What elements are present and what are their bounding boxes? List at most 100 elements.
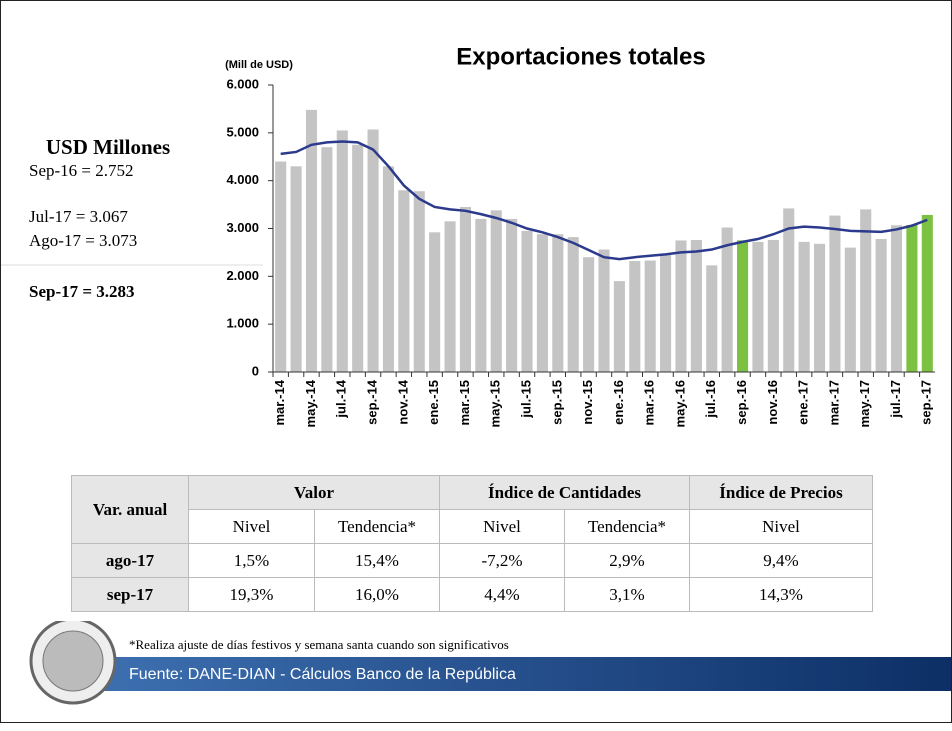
y-tick-label: 6.000 <box>226 76 259 91</box>
x-tick-label: may.-17 <box>857 380 872 427</box>
footer: *Realiza ajuste de días festivos y seman… <box>29 621 951 705</box>
cell: 19,3% <box>188 577 315 612</box>
bar <box>444 221 456 372</box>
footnote: *Realiza ajuste de días festivos y seman… <box>129 637 509 652</box>
sidebar-line: Ago-17 = 3.073 <box>29 231 137 250</box>
x-tick-label: may.-15 <box>488 380 503 427</box>
source: Fuente: DANE-DIAN - Cálculos Banco de la… <box>129 666 516 683</box>
bar <box>752 241 764 372</box>
x-tick-label: mar.-14 <box>272 379 287 425</box>
sidebar-line: Sep-17 = 3.283 <box>29 282 135 301</box>
bar <box>829 215 841 372</box>
group-header: Índice de Precios <box>689 475 873 510</box>
x-tick-label: ene.-15 <box>426 380 441 425</box>
sidebar-line: Jul-17 = 3.067 <box>29 207 128 226</box>
logo-inner <box>42 630 104 692</box>
x-tick-label: mar.-15 <box>457 380 472 426</box>
subheader: Nivel <box>439 509 565 544</box>
bar <box>906 225 918 372</box>
chart-title: Exportaciones totales <box>456 43 705 70</box>
subheader: Tendencia* <box>564 509 690 544</box>
bar <box>875 239 887 372</box>
row-header: sep-17 <box>71 577 189 612</box>
bar <box>767 239 779 372</box>
bar <box>490 210 502 372</box>
bar <box>367 129 379 372</box>
x-tick-label: nov.-14 <box>395 379 410 424</box>
y-tick-label: 4.000 <box>226 172 259 187</box>
bar <box>583 257 595 372</box>
subheader: Tendencia* <box>314 509 440 544</box>
bar <box>336 130 348 372</box>
x-tick-label: nov.-16 <box>765 380 780 425</box>
bar <box>305 109 318 372</box>
bar <box>552 234 564 372</box>
y-tick-label: 0 <box>252 363 259 378</box>
bar <box>798 241 810 372</box>
sidebar-line: Sep-16 = 2.752 <box>29 161 134 180</box>
y-tick-label: 3.000 <box>226 220 259 235</box>
cell: 15,4% <box>314 543 440 578</box>
cell: 14,3% <box>689 577 873 612</box>
x-tick-label: may.-14 <box>303 379 318 427</box>
source-band <box>101 657 951 691</box>
x-tick-label: sep.-15 <box>549 380 564 425</box>
bar <box>890 225 903 372</box>
bar <box>352 144 364 372</box>
x-tick-label: sep.-14 <box>365 379 380 425</box>
y-tick-label: 2.000 <box>226 268 259 283</box>
bar <box>382 166 395 372</box>
subheader: Nivel <box>689 509 873 544</box>
x-tick-label: mar.-16 <box>642 380 657 426</box>
x-tick-label: jul.-14 <box>334 379 349 418</box>
cell: 2,9% <box>564 543 690 578</box>
x-tick-label: ene.-17 <box>796 380 811 425</box>
bar <box>536 234 548 372</box>
bar <box>429 232 441 372</box>
cell: 16,0% <box>314 577 440 612</box>
group-header: Índice de Cantidades <box>439 475 690 510</box>
bar <box>690 239 702 372</box>
bar <box>521 230 533 372</box>
bar <box>613 281 625 372</box>
bar <box>459 206 471 372</box>
bar <box>290 166 302 372</box>
chart: Exportaciones totales (Mill de USD) USD … <box>1 43 935 427</box>
bar <box>567 237 579 372</box>
bar <box>644 260 656 372</box>
sidebar-title: USD Millones <box>46 135 170 159</box>
cell: 3,1% <box>564 577 690 612</box>
x-tick-label: sep.-16 <box>734 380 749 425</box>
bar <box>321 147 333 372</box>
bar <box>598 249 610 372</box>
bar <box>860 209 872 372</box>
x-tick-label: jul.-17 <box>888 380 903 419</box>
table: Var. anual Valor Índice de Cantidades Ín… <box>71 475 873 612</box>
subheader: Nivel <box>188 509 315 544</box>
row: ago-17 1,5% 15,4% -7,2% 2,9% 9,4% <box>71 543 873 578</box>
bar <box>413 191 425 372</box>
y-tick-label: 5.000 <box>226 124 259 139</box>
bar <box>629 261 641 372</box>
row-header: ago-17 <box>71 543 189 578</box>
bar <box>737 240 749 372</box>
x-tick-label: nov.-15 <box>580 380 595 425</box>
corner: Var. anual <box>71 475 189 544</box>
bar <box>813 243 826 372</box>
cell: 9,4% <box>689 543 873 578</box>
x-tick-label: jul.-16 <box>703 380 718 419</box>
y-tick-label: 1.000 <box>226 316 259 331</box>
bar <box>398 190 410 372</box>
cell: 4,4% <box>439 577 565 612</box>
bar <box>275 161 287 372</box>
bar <box>921 214 933 372</box>
row: sep-17 19,3% 16,0% 4,4% 3,1% 14,3% <box>71 577 873 612</box>
x-tick-label: jul.-15 <box>518 380 533 419</box>
bar <box>660 254 672 372</box>
x-tick-label: mar.-17 <box>826 380 841 426</box>
trend-line <box>280 140 928 261</box>
bar <box>783 208 795 372</box>
bar <box>475 218 487 372</box>
cell: -7,2% <box>439 543 565 578</box>
